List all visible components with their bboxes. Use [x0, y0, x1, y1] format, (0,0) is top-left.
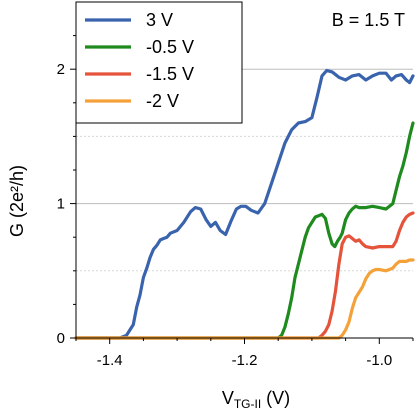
legend-label: -1.5 V: [146, 64, 194, 84]
legend-box: [75, 1, 243, 124]
legend-label: -0.5 V: [146, 37, 194, 57]
series-line: [74, 121, 415, 340]
legend: 3 V -0.5 V -1.5 V -2 V: [75, 1, 243, 124]
legend-label: -2 V: [146, 91, 179, 111]
y-axis-title: G (2e²/h): [7, 165, 27, 237]
x-axis-title-main: V: [222, 388, 234, 408]
x-axis-title: VTG-II (V): [222, 388, 290, 411]
x-tick-label: -1.0: [366, 352, 392, 369]
y-tick-label: 1: [57, 196, 65, 213]
y-tick-label: 0: [57, 330, 65, 347]
series-layer: [74, 68, 415, 340]
legend-label: 3 V: [146, 10, 173, 30]
x-tick-label: -1.4: [97, 352, 123, 369]
field-annotation: B = 1.5 T: [332, 10, 405, 30]
series-line: [74, 68, 415, 340]
x-axis-title-unit: (V): [261, 388, 290, 408]
x-axis-title-sub: TG-II: [234, 397, 261, 411]
series-line: [74, 258, 415, 340]
series-line: [74, 211, 415, 340]
y-tick-label: 2: [57, 61, 65, 78]
axes: 0 1 2 -1.4 -1.2 -1.0: [57, 2, 414, 369]
x-tick-label: -1.2: [232, 352, 258, 369]
